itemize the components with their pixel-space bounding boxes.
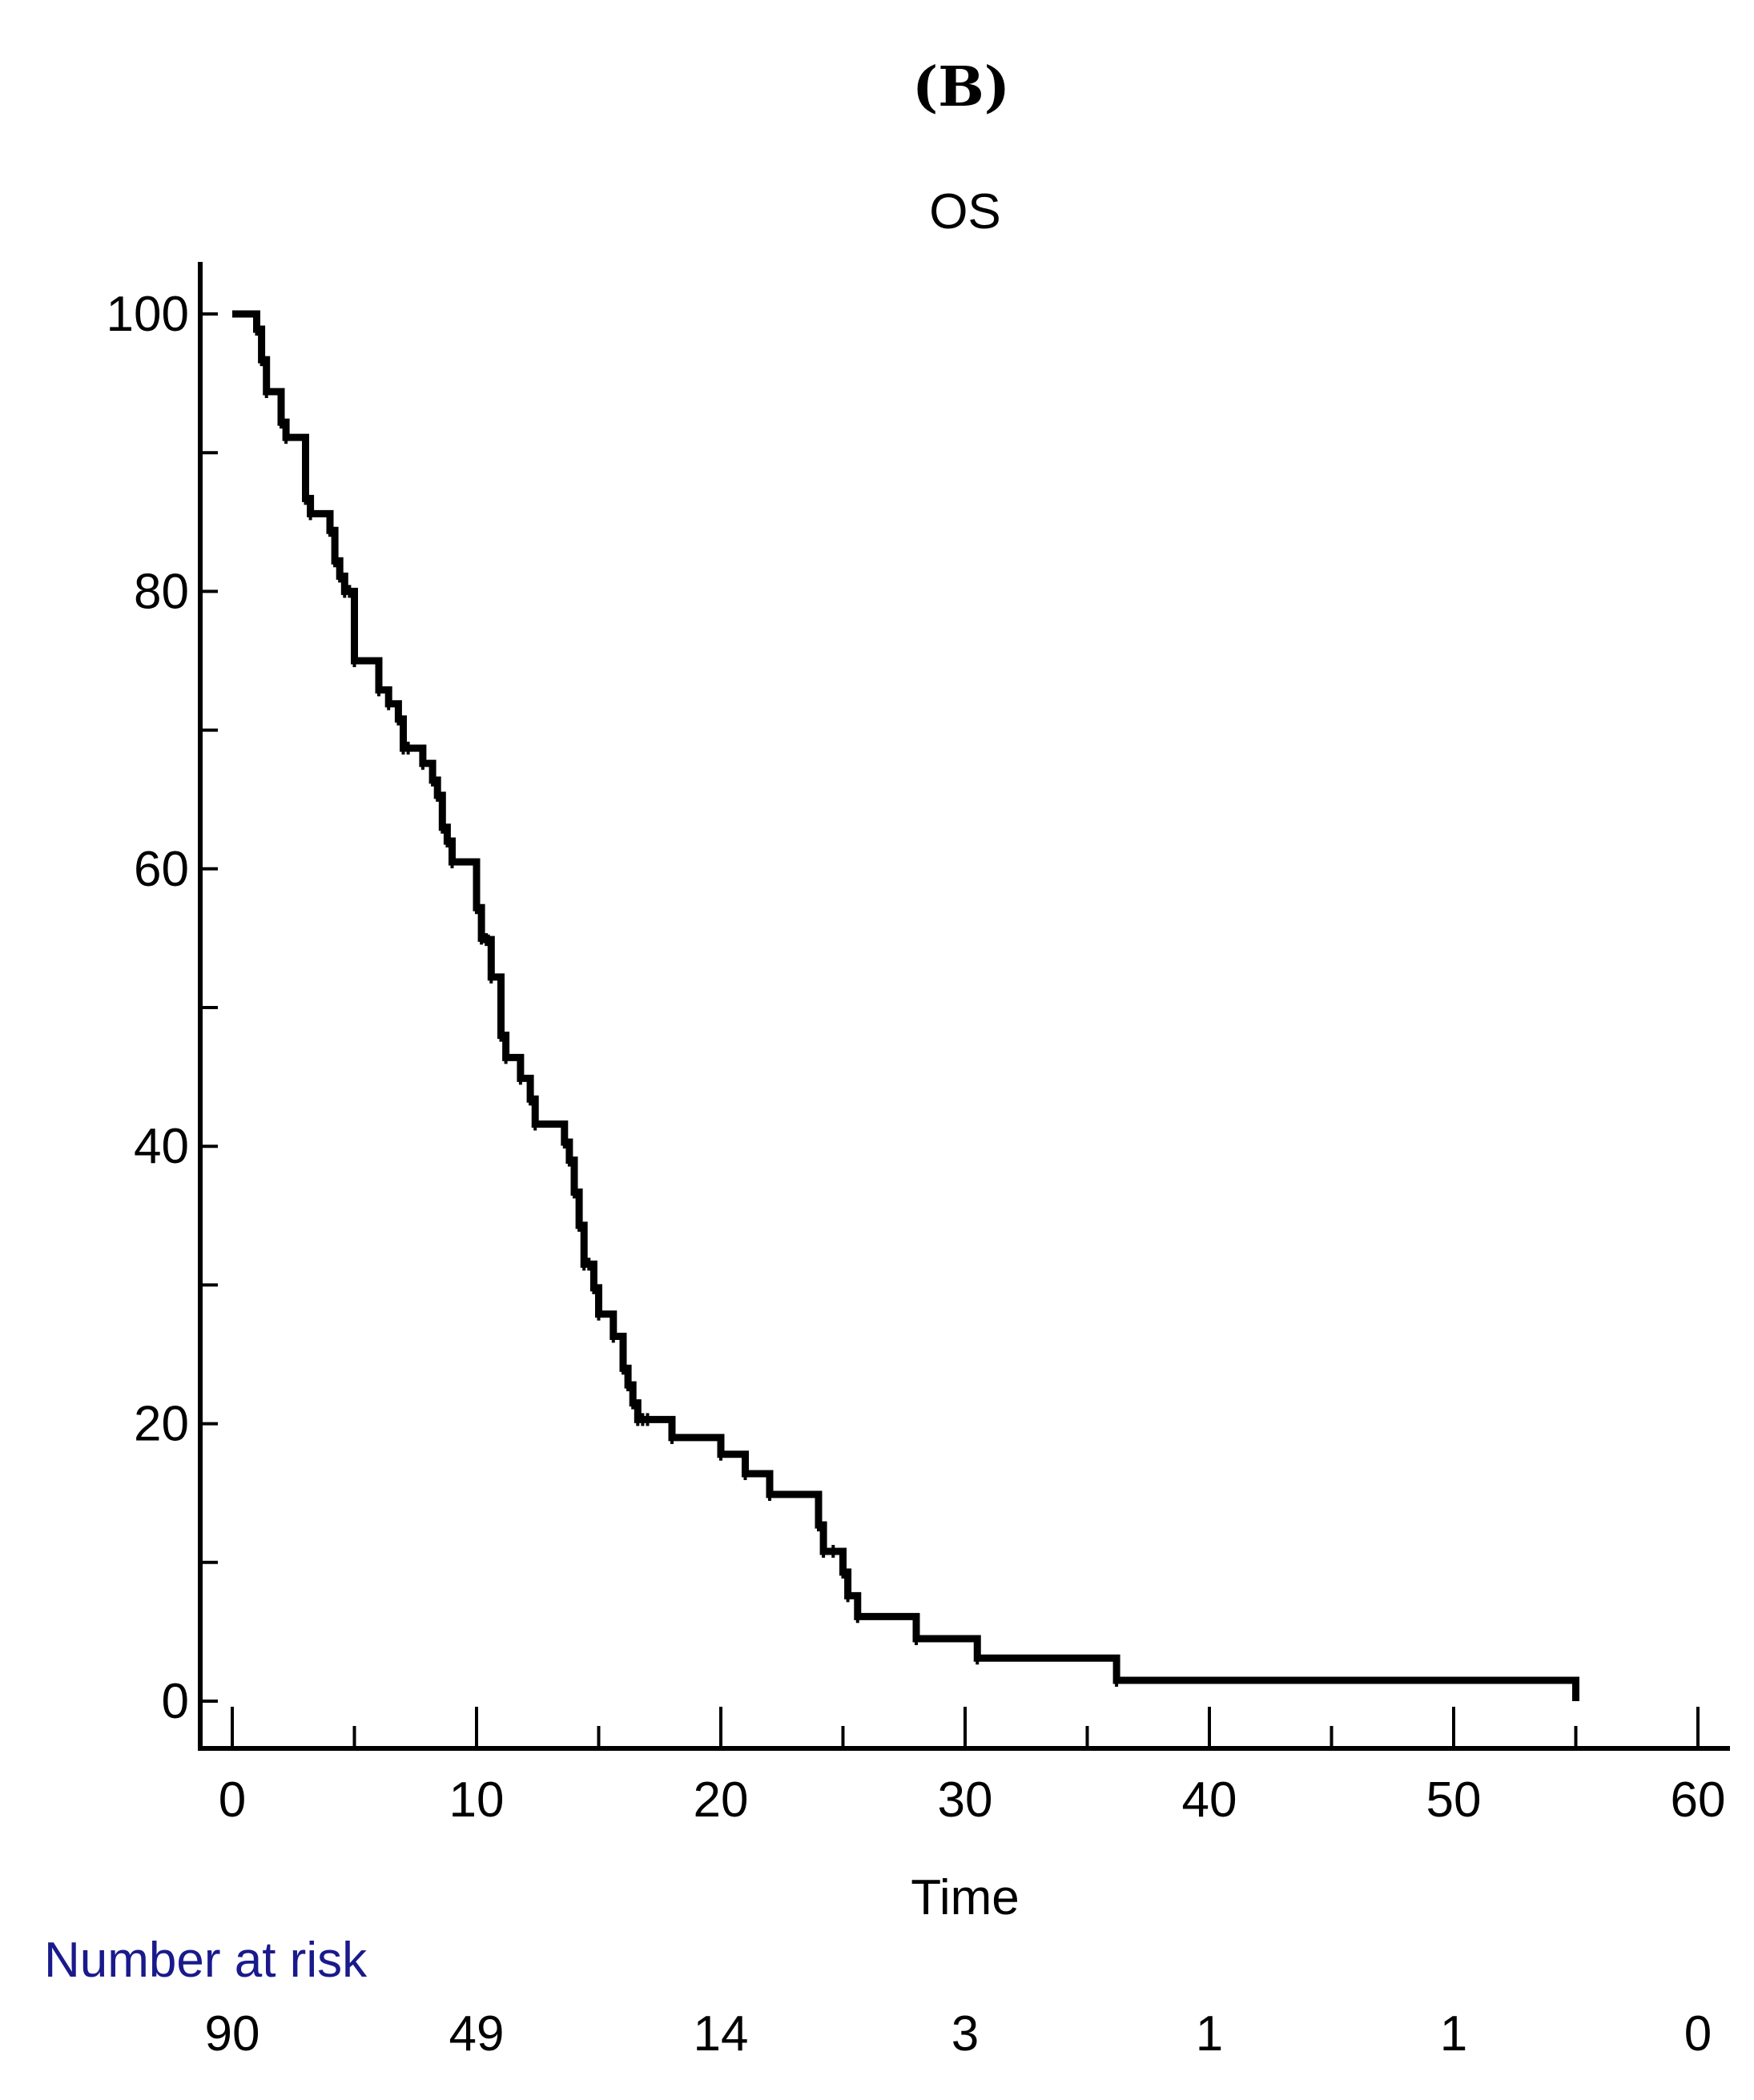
x-tick-label: 60 <box>1671 1772 1726 1828</box>
risk-table-values: 90 49 14 3 1 1 0 <box>205 2006 1712 2062</box>
risk-value: 1 <box>1440 2006 1467 2062</box>
risk-value: 14 <box>694 2006 749 2062</box>
x-axis-ticks: 0 10 20 30 40 50 60 <box>219 1707 1726 1828</box>
y-tick-label: 100 <box>107 287 189 342</box>
x-tick-label: 30 <box>938 1772 993 1828</box>
risk-value: 90 <box>205 2006 260 2062</box>
x-tick-label: 40 <box>1182 1772 1237 1828</box>
x-axis-label: Time <box>911 1870 1019 1925</box>
x-tick-label: 20 <box>694 1772 749 1828</box>
risk-value: 3 <box>951 2006 979 2062</box>
y-tick-label: 0 <box>162 1674 189 1729</box>
y-tick-label: 40 <box>134 1119 189 1174</box>
y-tick-label: 20 <box>134 1397 189 1452</box>
x-tick-label: 50 <box>1426 1772 1482 1828</box>
y-tick-label: 60 <box>134 842 189 897</box>
y-tick-label: 80 <box>134 564 189 619</box>
x-tick-label: 0 <box>219 1772 246 1828</box>
risk-value: 49 <box>449 2006 505 2062</box>
risk-value: 1 <box>1196 2006 1223 2062</box>
x-tick-label: 10 <box>449 1772 505 1828</box>
panel-label: (B) <box>912 55 1010 119</box>
risk-table-title: Number at risk <box>44 1933 368 1988</box>
chart-title: OS <box>929 184 1001 239</box>
y-axis-ticks: 0 20 40 60 80 100 <box>107 287 218 1729</box>
plot-area: 0 20 40 60 80 100 0 10 20 30 40 50 60 <box>107 262 1730 1828</box>
series-layer <box>232 310 1579 1701</box>
risk-value: 0 <box>1684 2006 1712 2062</box>
